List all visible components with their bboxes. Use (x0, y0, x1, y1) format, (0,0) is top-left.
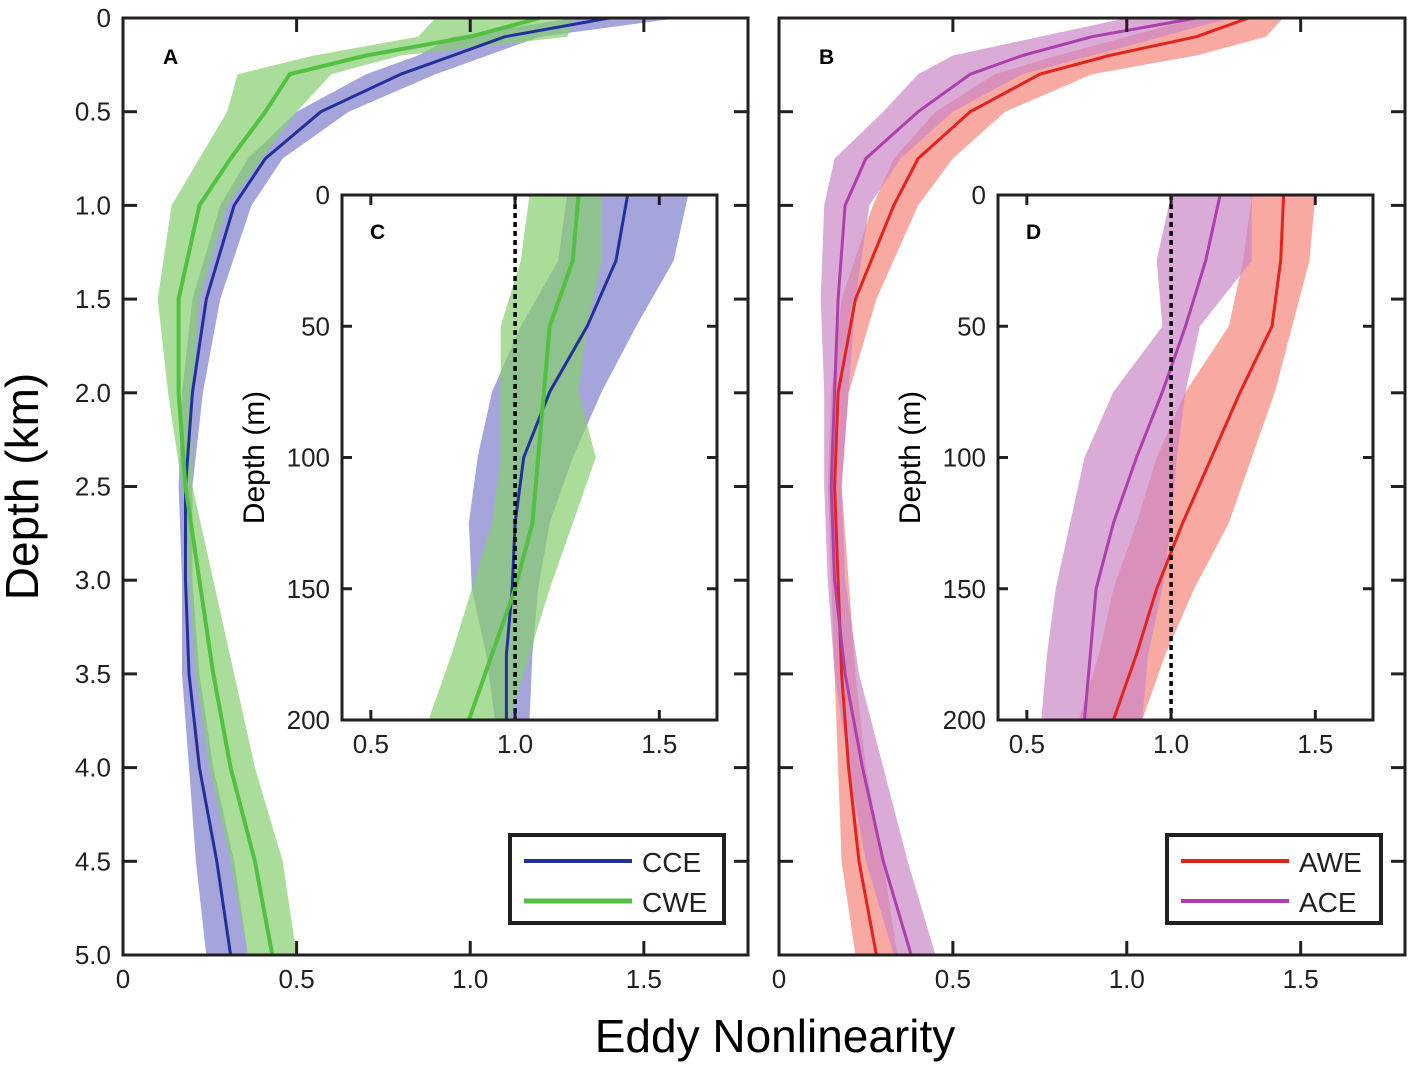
panel-D: 0.5 1.0 1.5 0 50 100 150 200 Depth (m) D (894, 180, 1375, 759)
x-tick-label: 1.5 (1297, 729, 1333, 759)
line-cwe (176, 16, 541, 956)
x-tick-label: 0 (116, 964, 130, 994)
line-awe (833, 16, 1250, 956)
x-tick-label: 1.5 (1283, 964, 1319, 994)
y-tick-label: 4.0 (75, 753, 111, 783)
y-tick-label: 1.5 (75, 284, 111, 314)
y-tick-label: 0.5 (75, 97, 111, 127)
x-tick-label: 1.0 (1109, 964, 1145, 994)
y-tick-label: 150 (287, 574, 330, 604)
legend-label: ACE (1299, 887, 1357, 918)
line-ace (1083, 194, 1222, 721)
x-tick-label: 0.5 (279, 964, 315, 994)
legend: AWE ACE (1165, 833, 1383, 925)
y-tick-label: 150 (943, 574, 986, 604)
line-cce (504, 194, 630, 720)
y-axis-label: Depth (m) (894, 391, 927, 524)
y-axis-label: Depth (m) (238, 391, 271, 524)
line-awe (1111, 194, 1286, 721)
y-tick-label: 5.0 (75, 940, 111, 970)
band-cce (178, 18, 679, 955)
y-tick-label: 0 (97, 3, 111, 33)
line-cce (184, 16, 610, 956)
band-ace (1041, 195, 1252, 720)
y-tick-label: 0 (316, 180, 330, 210)
legend-label: CCE (642, 847, 701, 878)
panel-label: A (163, 46, 178, 69)
y-tick-label: 4.5 (75, 846, 111, 876)
panel-label: B (819, 46, 834, 69)
y-axis-label: Depth (km) (0, 373, 48, 600)
panel-label: D (1026, 221, 1041, 244)
panel-C: 0.5 1.0 1.5 0 50 100 150 200 Depth (m) C (238, 180, 719, 759)
x-tick-label: 1.0 (452, 964, 488, 994)
y-tick-label: 0 (972, 180, 986, 210)
y-tick-label: 50 (957, 311, 986, 341)
y-tick-label: 2.0 (75, 378, 111, 408)
x-tick-label: 0.5 (935, 964, 971, 994)
common-x-axis-label: Eddy Nonlinearity (595, 1010, 956, 1062)
x-tick-label: 0 (772, 964, 786, 994)
y-tick-label: 50 (301, 311, 330, 341)
panel-label: C (370, 221, 385, 244)
x-tick-label: 1.5 (641, 729, 677, 759)
y-tick-label: 100 (943, 443, 986, 473)
y-tick-label: 100 (287, 443, 330, 473)
y-tick-label: 200 (287, 705, 330, 735)
y-tick-label: 3.0 (75, 565, 111, 595)
y-tick-label: 200 (943, 705, 986, 735)
legend-label: CWE (642, 887, 707, 918)
x-tick-label: 1.0 (497, 729, 533, 759)
x-tick-label: 1.5 (626, 964, 662, 994)
line-cwe (467, 194, 581, 721)
legend: CCE CWE (508, 833, 726, 925)
x-tick-label: 1.0 (1153, 729, 1189, 759)
y-tick-label: 3.5 (75, 659, 111, 689)
y-tick-label: 1.0 (75, 190, 111, 220)
y-tick-label: 2.5 (75, 472, 111, 502)
legend-label: AWE (1299, 847, 1362, 878)
line-ace (829, 16, 1197, 956)
x-tick-label: 0.5 (353, 729, 389, 759)
x-tick-label: 0.5 (1009, 729, 1045, 759)
